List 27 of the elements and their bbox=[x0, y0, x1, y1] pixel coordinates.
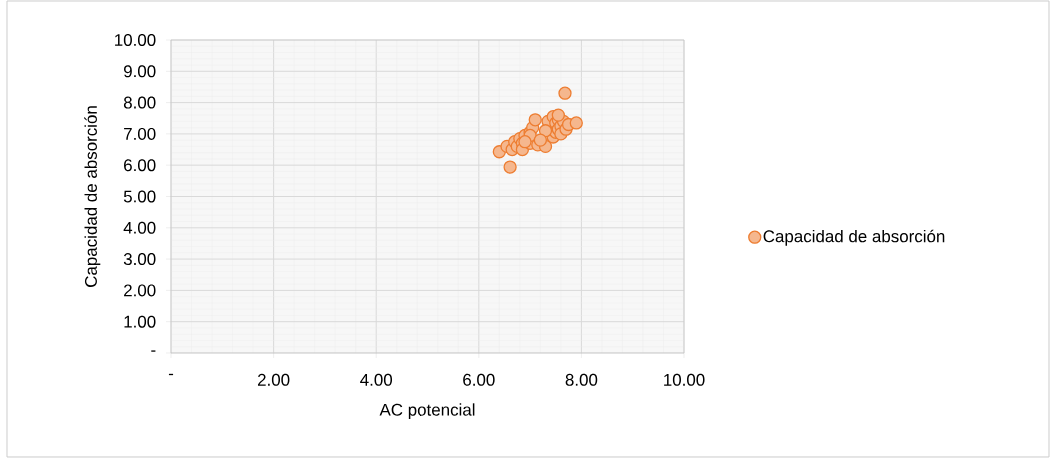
point bbox=[528, 113, 542, 127]
y-tick-label: 4.00 bbox=[123, 221, 156, 234]
y-axis-title: Capacidad de absorción bbox=[84, 106, 101, 287]
x-tick-label: 8.00 bbox=[565, 373, 598, 386]
point bbox=[533, 133, 548, 147]
y-tick-label: 2.00 bbox=[124, 284, 156, 297]
point bbox=[569, 116, 583, 130]
x-tick-label: 10.00 bbox=[664, 373, 705, 386]
y-tick-label: 5.00 bbox=[123, 190, 156, 203]
point bbox=[503, 160, 517, 174]
y-tick-label: 1.00 bbox=[124, 315, 156, 328]
y-tick-label: 9.00 bbox=[124, 65, 156, 78]
y-tick-label: 8.00 bbox=[123, 96, 156, 109]
x-tick-label: 4.00 bbox=[360, 373, 393, 386]
x-tick-label: 6.00 bbox=[463, 373, 495, 386]
point bbox=[538, 124, 553, 138]
y-tick-label: 3.00 bbox=[123, 253, 156, 266]
legend-label: Capacidad de absorción bbox=[763, 229, 945, 246]
point bbox=[558, 86, 572, 100]
x-tick-label: 2.00 bbox=[257, 373, 290, 386]
x-tick-label: - bbox=[168, 373, 174, 376]
y-tick-label: 6.00 bbox=[124, 159, 156, 172]
y-tick-label: - bbox=[151, 350, 156, 352]
y-tick-label: 7.00 bbox=[124, 127, 156, 140]
y-tick-label: 10.00 bbox=[115, 33, 156, 46]
point bbox=[551, 108, 565, 122]
x-axis-title: AC potencial bbox=[379, 403, 475, 420]
